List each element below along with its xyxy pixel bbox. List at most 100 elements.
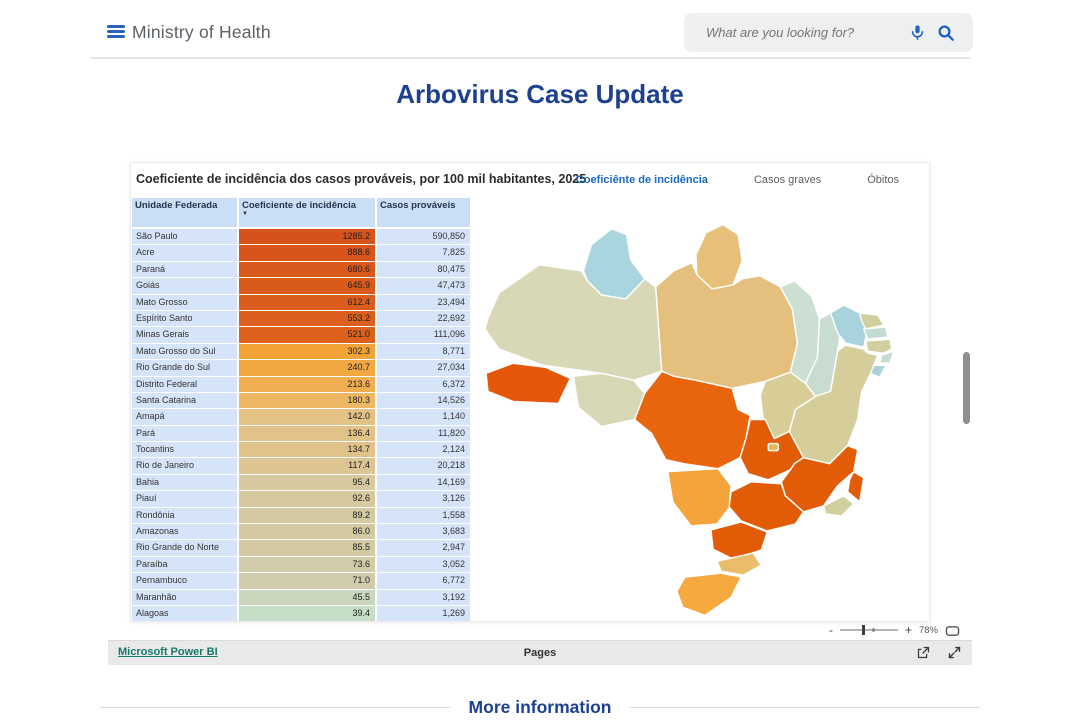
share-icon[interactable] — [916, 645, 931, 660]
map-state-df[interactable] — [767, 442, 780, 452]
table-row-uf-cell[interactable]: Pernambuco — [132, 573, 237, 589]
table-row-uf-cell[interactable]: Alagoas — [132, 605, 237, 622]
table-row-coef-cell[interactable]: 85.5 — [239, 540, 375, 556]
map-state-es[interactable] — [846, 471, 865, 503]
table-row-uf-cell[interactable]: Paraná — [132, 261, 237, 278]
table-row-coef-cell[interactable]: 645.9 — [239, 278, 375, 294]
map-state-al[interactable] — [879, 350, 895, 364]
map-state-rr[interactable] — [582, 227, 646, 300]
table-row-uf-cell[interactable]: Santa Catarina — [132, 392, 237, 409]
search-icon[interactable] — [937, 24, 955, 42]
table-row-casos-cell[interactable]: 14,169 — [377, 474, 470, 491]
table-row-coef-cell[interactable]: 302.3 — [239, 343, 375, 360]
table-row-coef-cell[interactable]: 521.0 — [239, 327, 375, 343]
column-header-unidade-federada[interactable]: Unidade Federada — [132, 198, 237, 227]
table-row-coef-cell[interactable]: 86.0 — [239, 524, 375, 540]
table-row-casos-cell[interactable]: 6,772 — [377, 573, 470, 589]
table-row-casos-cell[interactable]: 7,825 — [377, 245, 470, 261]
zoom-in-button[interactable]: + — [904, 623, 912, 637]
table-row-uf-cell[interactable]: Rio Grande do Norte — [132, 540, 237, 556]
map-state-sc[interactable] — [716, 552, 762, 576]
map-state-ac[interactable] — [485, 362, 572, 405]
menu-icon[interactable] — [107, 25, 125, 39]
map-state-rj[interactable] — [822, 495, 855, 517]
table-row-coef-cell[interactable]: 73.6 — [239, 556, 375, 573]
table-row-uf-cell[interactable]: Acre — [132, 245, 237, 261]
table-row-uf-cell[interactable]: Amazonas — [132, 524, 237, 540]
table-row-casos-cell[interactable]: 2,124 — [377, 442, 470, 458]
table-row-coef-cell[interactable]: 39.4 — [239, 605, 375, 622]
table-row-coef-cell[interactable]: 142.0 — [239, 409, 375, 425]
map-state-ms[interactable] — [667, 468, 732, 527]
table-row-casos-cell[interactable]: 27,034 — [377, 360, 470, 376]
map-state-ap[interactable] — [695, 223, 743, 290]
table-row-coef-cell[interactable]: 180.3 — [239, 392, 375, 409]
tab-obitos[interactable]: Óbitos — [867, 174, 899, 186]
table-row-uf-cell[interactable]: Tocantins — [132, 442, 237, 458]
table-row-uf-cell[interactable]: Espírito Santo — [132, 310, 237, 327]
tab-casos-graves[interactable]: Casos graves — [753, 174, 822, 186]
table-row-uf-cell[interactable]: Amapá — [132, 409, 237, 425]
table-row-casos-cell[interactable]: 11,820 — [377, 425, 470, 442]
table-row-casos-cell[interactable]: 3,126 — [377, 491, 470, 507]
table-row-uf-cell[interactable]: Rio de Janeiro — [132, 458, 237, 474]
table-row-uf-cell[interactable]: Mato Grosso do Sul — [132, 343, 237, 360]
table-row-coef-cell[interactable]: 1285.2 — [239, 229, 375, 245]
table-row-casos-cell[interactable]: 20,218 — [377, 458, 470, 474]
table-row-casos-cell[interactable]: 14,526 — [377, 392, 470, 409]
table-row-coef-cell[interactable]: 45.5 — [239, 589, 375, 605]
table-row-uf-cell[interactable]: Rio Grande do Sul — [132, 360, 237, 376]
map-state-pr[interactable] — [710, 521, 768, 560]
table-row-casos-cell[interactable]: 3,052 — [377, 556, 470, 573]
map-state-rn[interactable] — [858, 312, 885, 330]
table-row-coef-cell[interactable]: 213.6 — [239, 376, 375, 392]
map-state-pb[interactable] — [863, 326, 889, 340]
map-state-pe[interactable] — [865, 338, 893, 354]
map-state-to[interactable] — [759, 371, 817, 440]
table-row-casos-cell[interactable]: 1,140 — [377, 409, 470, 425]
table-row-uf-cell[interactable]: Piauí — [132, 491, 237, 507]
powerbi-link[interactable]: Microsoft Power BI — [118, 646, 218, 658]
table-row-coef-cell[interactable]: 134.7 — [239, 442, 375, 458]
table-row-casos-cell[interactable]: 590,850 — [377, 229, 470, 245]
table-row-coef-cell[interactable]: 89.2 — [239, 507, 375, 524]
table-row-casos-cell[interactable]: 23,494 — [377, 294, 470, 310]
table-row-uf-cell[interactable]: Rondônia — [132, 507, 237, 524]
table-row-uf-cell[interactable]: São Paulo — [132, 229, 237, 245]
table-row-coef-cell[interactable]: 553.2 — [239, 310, 375, 327]
table-row-coef-cell[interactable]: 92.6 — [239, 491, 375, 507]
tab-coeficiente-de-incidencia[interactable]: Coeficiênte de incidência — [575, 174, 708, 186]
zoom-slider[interactable] — [839, 625, 898, 635]
column-header-coeficiente[interactable]: Coeficiente de incidência ▼ — [239, 198, 375, 227]
table-row-casos-cell[interactable]: 8,771 — [377, 343, 470, 360]
map-state-sp[interactable] — [728, 481, 805, 532]
table-row-uf-cell[interactable]: Bahia — [132, 474, 237, 491]
table-row-uf-cell[interactable]: Maranhão — [132, 589, 237, 605]
mic-icon[interactable] — [909, 24, 926, 41]
table-row-uf-cell[interactable]: Distrito Federal — [132, 376, 237, 392]
table-row-casos-cell[interactable]: 111,096 — [377, 327, 470, 343]
table-row-casos-cell[interactable]: 1,558 — [377, 507, 470, 524]
pages-button[interactable]: Pages — [523, 647, 557, 659]
table-row-coef-cell[interactable]: 117.4 — [239, 458, 375, 474]
table-row-uf-cell[interactable]: Paraíba — [132, 556, 237, 573]
table-row-casos-cell[interactable]: 1,269 — [377, 605, 470, 622]
table-row-coef-cell[interactable]: 95.4 — [239, 474, 375, 491]
map-state-ce[interactable] — [829, 304, 869, 348]
table-row-coef-cell[interactable]: 680.6 — [239, 261, 375, 278]
zoom-out-button[interactable]: - — [828, 623, 833, 637]
table-row-casos-cell[interactable]: 47,473 — [377, 278, 470, 294]
table-row-uf-cell[interactable]: Goiás — [132, 278, 237, 294]
map-state-ro[interactable] — [572, 372, 646, 428]
column-header-casos-provaveis[interactable]: Casos prováveis — [377, 198, 470, 227]
map-state-rs[interactable] — [676, 572, 742, 617]
scrollbar-thumb[interactable] — [963, 352, 970, 424]
table-row-casos-cell[interactable]: 22,692 — [377, 310, 470, 327]
table-row-uf-cell[interactable]: Pará — [132, 425, 237, 442]
search-input[interactable] — [706, 13, 896, 52]
map-state-am[interactable] — [484, 264, 663, 382]
table-row-casos-cell[interactable]: 3,683 — [377, 524, 470, 540]
table-row-casos-cell[interactable]: 3,192 — [377, 589, 470, 605]
table-row-uf-cell[interactable]: Mato Grosso — [132, 294, 237, 310]
table-row-casos-cell[interactable]: 80,475 — [377, 261, 470, 278]
